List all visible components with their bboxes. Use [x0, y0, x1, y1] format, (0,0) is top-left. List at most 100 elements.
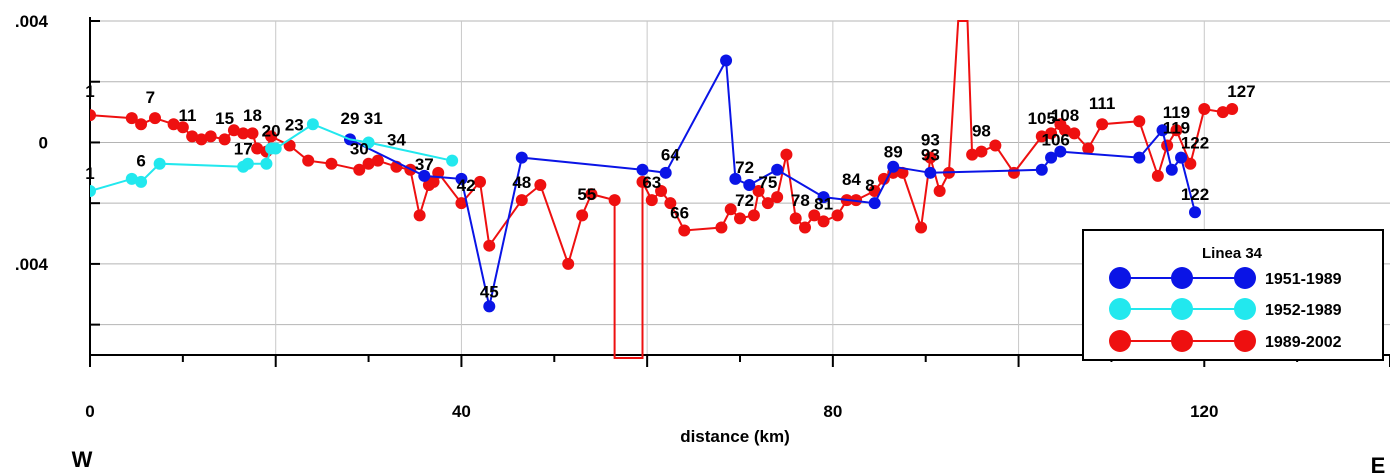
point-label: 37	[415, 155, 434, 174]
legend-label: 1989-2002	[1265, 334, 1342, 351]
data-point-1989-2002	[655, 185, 668, 198]
point-label: 81	[814, 194, 833, 213]
point-label: 20	[262, 121, 281, 140]
x-tick-label: 120	[1190, 402, 1218, 421]
data-point-1989-2002	[789, 212, 802, 225]
point-label: 119	[1163, 103, 1190, 122]
point-label: 34	[387, 130, 406, 149]
data-point-1989-2002	[353, 163, 366, 176]
data-point-1989-2002	[877, 172, 890, 185]
x-axis-title: distance (km)	[680, 427, 790, 446]
data-point-1989-2002	[562, 257, 575, 270]
x-tick-label: 40	[452, 402, 471, 421]
point-label: 84	[842, 170, 861, 189]
data-point-1951-1989	[483, 300, 496, 313]
legend-label: 1951-1989	[1265, 271, 1342, 288]
data-point-1951-1989	[1156, 124, 1169, 137]
legend-label: 1952-1989	[1265, 302, 1342, 319]
point-label: 122	[1181, 134, 1209, 153]
data-point-1951-1989	[636, 163, 649, 176]
y-tick-label: .004	[15, 255, 49, 274]
data-point-1951-1989	[1133, 151, 1146, 164]
legend-swatch-marker	[1171, 330, 1193, 352]
y-tick-label: .004	[15, 12, 49, 31]
point-label: 11	[179, 106, 197, 125]
data-point-1989-2002	[576, 209, 589, 222]
point-label: 17	[234, 140, 253, 159]
point-label: 7	[146, 88, 155, 107]
point-label: 89	[884, 143, 903, 162]
point-label: 78	[791, 191, 810, 210]
point-label: 30	[350, 140, 369, 159]
point-label: 98	[972, 121, 991, 140]
legend-swatch-marker	[1171, 267, 1193, 289]
data-point-1952-1989	[241, 157, 254, 170]
data-point-1989-2002	[237, 127, 250, 140]
point-label: 119	[1163, 118, 1190, 137]
legend: Linea 34 1951-1989 1952-1989 1989-2002	[1082, 229, 1384, 361]
point-label: 6	[136, 152, 145, 171]
data-point-1951-1989	[1165, 163, 1178, 176]
data-point-1989-2002	[204, 130, 217, 143]
data-point-1951-1989	[1045, 151, 1058, 164]
series-layer	[90, 20, 1239, 359]
data-point-1989-2002	[371, 154, 384, 167]
legend-swatch-marker	[1234, 298, 1256, 320]
data-point-1989-2002	[747, 209, 760, 222]
data-point-1951-1989	[1035, 163, 1048, 176]
data-point-1989-2002	[265, 130, 278, 143]
point-label: 93	[921, 146, 940, 165]
data-point-1989-2002	[771, 191, 784, 204]
data-point-1989-2002	[1059, 124, 1071, 137]
legend-swatch-marker	[1109, 298, 1131, 320]
data-point-1989-2002	[799, 221, 811, 234]
data-point-1951-1989	[1054, 145, 1067, 158]
data-point-1989-2002	[780, 148, 793, 161]
legend-swatch-marker	[1234, 330, 1256, 352]
point-label: 45	[480, 282, 499, 301]
data-point-1989-2002	[427, 175, 440, 188]
data-point-1989-2002	[1045, 127, 1058, 140]
point-label: 122	[1181, 185, 1209, 204]
x-tick-label: 80	[823, 402, 842, 421]
point-label: 1	[85, 82, 94, 101]
data-point-1951-1989	[659, 166, 672, 179]
data-point-1989-2002	[125, 112, 138, 125]
data-point-1989-2002	[1216, 106, 1229, 119]
data-point-1989-2002	[251, 142, 264, 155]
data-point-1989-2002	[1082, 142, 1095, 155]
data-point-1989-2002	[817, 215, 830, 228]
data-point-1989-2002	[966, 148, 979, 161]
data-point-1989-2002	[678, 224, 691, 237]
data-point-1951-1989	[729, 172, 742, 185]
data-point-1952-1989	[135, 175, 148, 188]
point-label: 66	[670, 203, 689, 222]
data-point-1952-1989	[125, 172, 138, 185]
point-label: 72	[735, 191, 754, 210]
point-label: 8	[865, 176, 874, 195]
data-point-1989-2002	[1198, 103, 1211, 116]
data-point-1951-1989	[1175, 151, 1188, 164]
legend-swatch-marker	[1171, 298, 1193, 320]
data-point-1952-1989	[90, 185, 96, 198]
data-point-1989-2002	[585, 188, 598, 201]
point-label: 106	[1042, 130, 1070, 149]
data-point-1989-2002	[896, 166, 909, 179]
point-label: 105	[1028, 109, 1056, 128]
data-point-1989-2002	[761, 197, 774, 210]
point-label: 18	[243, 106, 262, 125]
data-point-1951-1989	[743, 178, 756, 191]
data-point-1989-2002	[868, 185, 881, 198]
legend-swatch-marker	[1234, 267, 1256, 289]
data-point-1989-2002	[1151, 169, 1164, 182]
data-point-1989-2002	[808, 209, 821, 222]
data-point-1989-2002	[933, 185, 946, 198]
data-point-1989-2002	[924, 151, 937, 164]
point-label: 108	[1051, 106, 1079, 125]
data-point-1989-2002	[246, 127, 259, 140]
point-label: 42	[457, 176, 476, 195]
data-point-1989-2002	[975, 145, 988, 158]
data-point-1989-2002	[534, 178, 547, 191]
data-point-1989-2002	[176, 121, 189, 134]
